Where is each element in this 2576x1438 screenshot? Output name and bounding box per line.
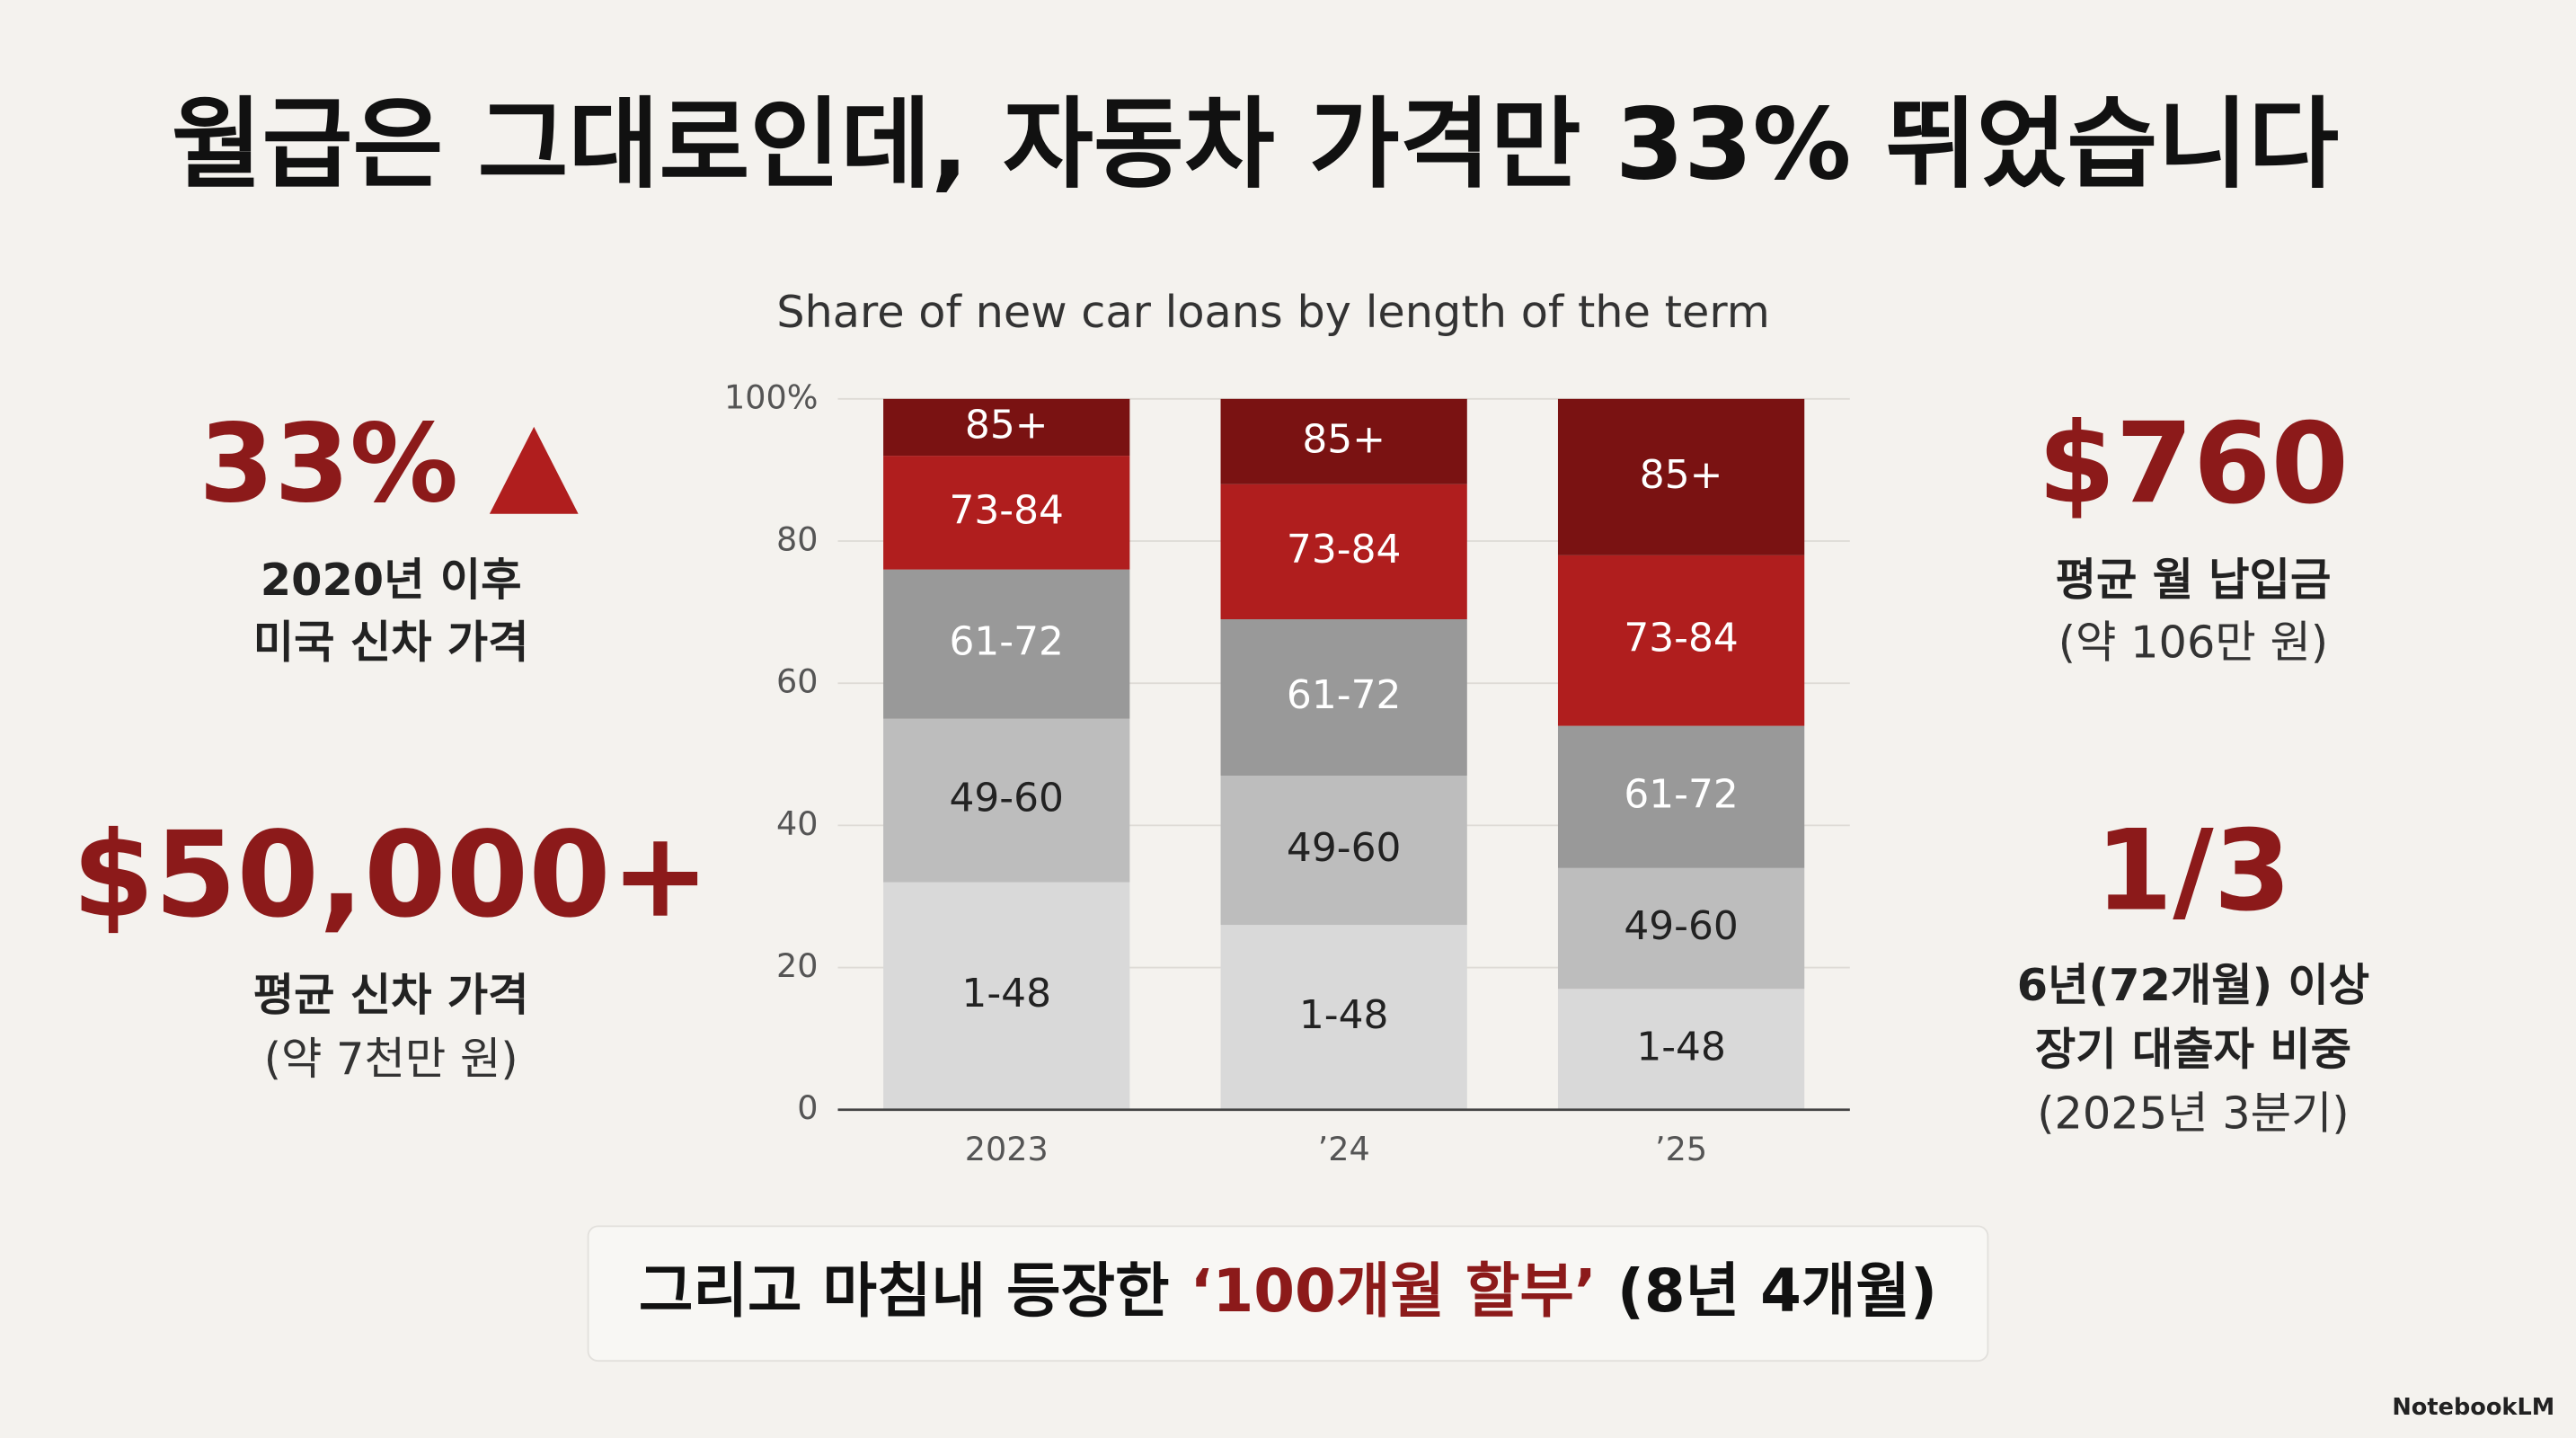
banner-part: (8년 4개월)	[1597, 1256, 1937, 1326]
segment-label: 1-48	[1636, 1024, 1726, 1070]
stat-value: $760	[2038, 399, 2349, 528]
x-tick-label: ’24	[1318, 1130, 1370, 1168]
bar-segment	[1557, 989, 1805, 1110]
bar-segment	[883, 718, 1130, 883]
banner-part: 그리고 마침내 등장한	[639, 1256, 1191, 1326]
stat-caption: 6년(72개월) 이상	[2017, 959, 2369, 1011]
plot: 0 20 40 60 80 100% 2023 1-48 49-60 61-72 73-84 85+ ’…	[724, 377, 1850, 1168]
y-tick-label: 80	[776, 520, 819, 559]
stat-value: 33%	[199, 401, 458, 527]
bar-segment	[1220, 484, 1467, 620]
segment-label: 85+	[965, 402, 1049, 448]
footer-brand: NotebookLM	[2392, 1394, 2554, 1421]
bar-segment	[1220, 925, 1467, 1110]
banner-box	[587, 1225, 1989, 1363]
y-tick-label: 0	[797, 1088, 818, 1127]
stat-caption: 2020년 이후	[261, 554, 522, 606]
stat-caption: (2025년 3분기)	[2037, 1087, 2349, 1140]
bar-segment	[1220, 398, 1467, 484]
segment-label: 1-48	[961, 971, 1051, 1016]
segment-label: 73-84	[1624, 616, 1738, 661]
segment-label: 85+	[1640, 452, 1723, 498]
bar-segment	[883, 398, 1130, 457]
bar-segment	[1220, 619, 1467, 776]
stat-caption: 장기 대출자 비중	[2035, 1023, 2351, 1075]
bar-segment	[1220, 775, 1467, 926]
x-tick-label: ’25	[1655, 1130, 1707, 1168]
bar-segment	[883, 882, 1130, 1110]
segment-label: 85+	[1302, 416, 1385, 462]
segment-label: 61-72	[1624, 772, 1738, 818]
banner-text: 그리고 마침내 등장한 ‘100개월 할부’ (8년 4개월)	[639, 1256, 1937, 1326]
stat-caption: 미국 신차 가격	[253, 616, 529, 668]
y-tick-label: 20	[776, 946, 819, 985]
bar-segment	[1557, 555, 1805, 726]
segment-label: 61-72	[1287, 672, 1401, 718]
segment-label: 49-60	[1624, 903, 1738, 949]
segment-label: 61-72	[949, 619, 1063, 665]
segment-label: 73-84	[1287, 527, 1401, 573]
stat-value: 1/3	[2095, 806, 2291, 936]
bar-segment	[883, 569, 1130, 719]
segment-label: 73-84	[949, 487, 1063, 533]
banner-highlight: ‘100개월 할부’	[1190, 1256, 1596, 1326]
segment-label: 1-48	[1299, 992, 1389, 1038]
y-tick-label: 100%	[724, 377, 819, 416]
y-tick-label: 60	[776, 662, 819, 701]
bar-segment	[883, 456, 1130, 570]
stat-caption: (약 106만 원)	[2058, 616, 2328, 668]
bar-segment	[1557, 867, 1805, 990]
segment-label: 49-60	[1287, 825, 1401, 871]
segment-label: 49-60	[949, 776, 1063, 821]
bar-segment	[1557, 725, 1805, 868]
slide-title: 월급은 그대로인데, 자동차 가격만 33% 뛰었습니다	[172, 86, 2339, 201]
stat-caption: 평균 신차 가격	[253, 969, 529, 1021]
stat-caption: (약 7천만 원)	[264, 1033, 518, 1085]
stat-value: $50,000+	[72, 807, 710, 945]
up-triangle	[489, 426, 579, 514]
y-tick-label: 40	[776, 804, 819, 843]
x-tick-label: 2023	[965, 1130, 1049, 1168]
stat-caption: 평균 월 납입금	[2056, 554, 2332, 606]
bar-segment	[1557, 398, 1805, 555]
chart-title: Share of new car loans by length of the …	[776, 286, 1770, 338]
